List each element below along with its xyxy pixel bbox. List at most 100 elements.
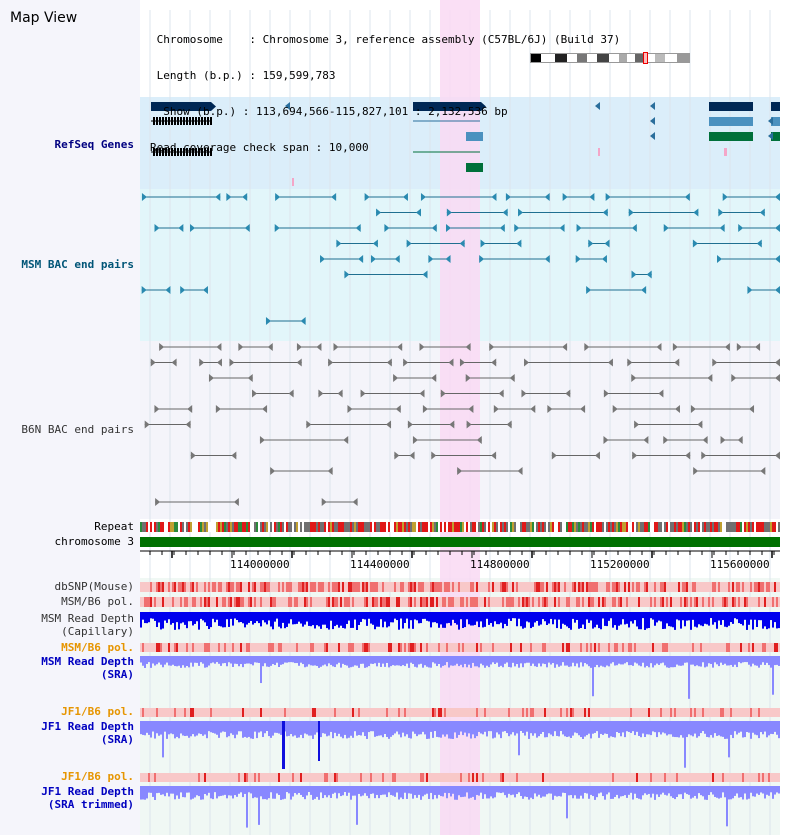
polymorphism-cell (572, 708, 574, 717)
polymorphism-cell (772, 582, 774, 592)
polymorphism-cell (530, 773, 532, 782)
polymorphism-cell (748, 708, 750, 717)
polymorphism-cell (492, 597, 494, 607)
read-depth-bar (530, 786, 532, 798)
track-label-refseq[interactable]: RefSeq Genes (54, 138, 134, 151)
read-depth-bar (488, 721, 490, 732)
track-label-msm-b6-pol-1[interactable]: MSM/B6 pol. (61, 595, 134, 608)
polymorphism-cell (454, 643, 456, 652)
polymorphism-cell (412, 643, 414, 652)
read-depth-bar (692, 786, 694, 798)
polymorphism-cell (560, 582, 562, 592)
polymorphism-cell (496, 643, 498, 652)
track-label-msm-bac[interactable]: MSM BAC end pairs (21, 258, 134, 271)
polymorphism-cell (704, 773, 706, 782)
polymorphism-cell (724, 597, 726, 607)
bac-end-marker (409, 451, 415, 460)
track-label-b6n-bac[interactable]: B6N BAC end pairs (21, 423, 134, 436)
track-label-msm-depth-capillary[interactable]: MSM Read Depth (41, 612, 134, 625)
polymorphism-cell (694, 597, 696, 607)
polymorphism-cell (246, 773, 248, 782)
polymorphism-cell (602, 708, 604, 717)
polymorphism-cell (660, 597, 662, 607)
polymorphism-cell (630, 643, 632, 652)
polymorphism-cell (692, 597, 694, 607)
polymorphism-cell (284, 643, 286, 652)
read-depth-bar (322, 612, 324, 625)
polymorphism-cell (348, 643, 350, 652)
polymorphism-cell (346, 708, 348, 717)
polymorphism-cell (718, 582, 720, 592)
track-label-jf1-depth-trimmed[interactable]: JF1 Read Depth (41, 785, 134, 798)
polymorphism-cell (664, 597, 666, 607)
track-label-repeat[interactable]: Repeat (94, 520, 134, 533)
track-label-chromosome[interactable]: chromosome 3 (54, 535, 134, 548)
read-depth-bar (202, 656, 204, 664)
read-depth-bar (578, 612, 580, 629)
read-depth-bar (328, 721, 330, 736)
polymorphism-cell (612, 582, 614, 592)
read-depth-bar (198, 656, 200, 666)
polymorphism-cell (626, 597, 628, 607)
read-depth-bar (560, 612, 562, 629)
read-depth-bar (766, 721, 768, 738)
chromosome-ideogram[interactable] (530, 52, 690, 64)
polymorphism-cell (174, 773, 176, 782)
read-depth-bar (490, 656, 492, 665)
track-label-jf1-depth-sra[interactable]: JF1 Read Depth (41, 720, 134, 733)
read-depth-bar (166, 612, 168, 623)
read-depth-bar (772, 656, 774, 695)
polymorphism-cell (174, 643, 176, 652)
read-depth-bar (290, 721, 292, 735)
track-label-msm-depth-sra[interactable]: MSM Read Depth (41, 655, 134, 668)
read-depth-bar (636, 656, 638, 664)
read-depth-bar (584, 656, 586, 664)
repeat-element (460, 522, 462, 532)
coverage-label: Read coverage check span (150, 141, 309, 154)
read-depth-bar (218, 656, 220, 664)
bac-end-marker (480, 239, 486, 248)
polymorphism-cell (532, 582, 534, 592)
track-label-msm-b6-pol-2[interactable]: MSM/B6 pol. (61, 641, 134, 654)
polymorphism-cell (490, 643, 492, 652)
gene-bar (709, 102, 753, 111)
read-depth-bar (570, 721, 572, 738)
repeat-element (584, 522, 586, 532)
repeat-element (412, 522, 414, 532)
repeat-element (720, 522, 722, 532)
polymorphism-cell (316, 773, 318, 782)
track-label-dbsnp[interactable]: dbSNP(Mouse) (54, 580, 134, 593)
read-depth-bar (222, 656, 224, 664)
repeat-element (604, 522, 606, 532)
polymorphism-cell (176, 597, 178, 607)
track-label-jf1-b6-pol-2[interactable]: JF1/B6 pol. (61, 770, 134, 783)
polymorphism-cell (464, 597, 466, 607)
polymorphism-cell (526, 643, 528, 652)
read-depth-bar (436, 656, 438, 667)
polymorphism-cell (428, 708, 430, 717)
polymorphism-cell (420, 597, 422, 607)
polymorphism-cell (206, 597, 208, 607)
ideogram-band (555, 54, 567, 62)
read-depth-bar (448, 721, 450, 739)
polymorphism-cell (434, 773, 436, 782)
read-depth-bar (706, 612, 708, 625)
read-depth-bar (200, 612, 202, 619)
polymorphism-cell (312, 582, 314, 592)
read-depth-bar (196, 721, 198, 736)
read-depth-bar (574, 656, 576, 667)
polymorphism-cell (508, 773, 510, 782)
track-label-jf1-b6-pol-1[interactable]: JF1/B6 pol. (61, 705, 134, 718)
track-label-jf1-depth-sra-sub: (SRA) (100, 733, 134, 746)
read-depth-bar (708, 656, 710, 664)
polymorphism-cell (302, 643, 304, 652)
repeat-element (360, 522, 362, 532)
polymorphism-cell (196, 597, 198, 607)
polymorphism-cell (152, 708, 154, 717)
read-depth-bar (504, 786, 506, 796)
read-depth-bar (474, 721, 476, 739)
polymorphism-cell (280, 708, 282, 717)
read-depth-bar (452, 656, 454, 666)
polymorphism-cell (382, 708, 384, 717)
